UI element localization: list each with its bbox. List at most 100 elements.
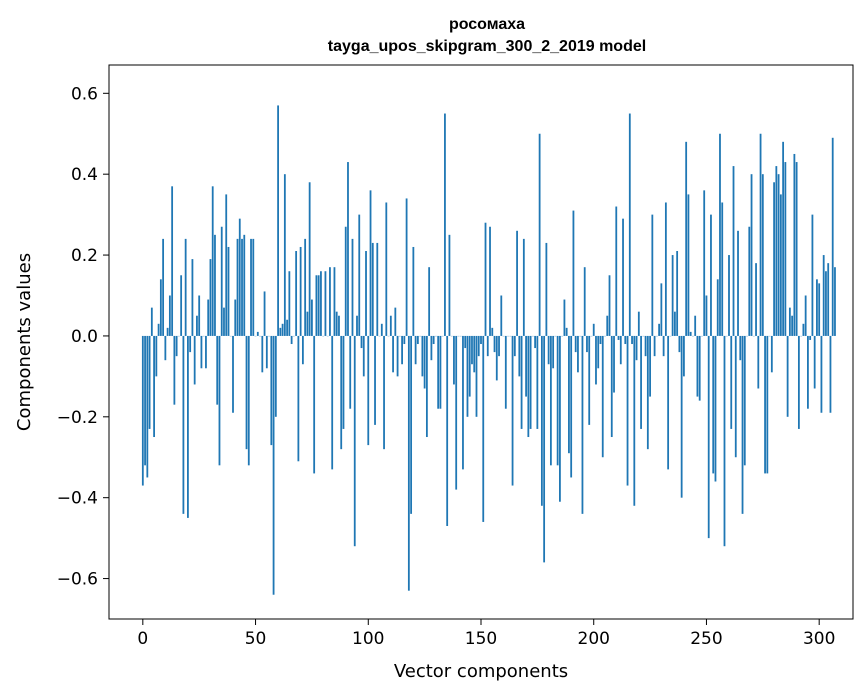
bar bbox=[187, 335, 189, 518]
bar bbox=[157, 323, 160, 336]
bar bbox=[489, 226, 491, 336]
bar bbox=[430, 335, 433, 361]
bar bbox=[743, 335, 746, 466]
bar bbox=[265, 335, 268, 369]
bar bbox=[301, 335, 304, 365]
bar bbox=[834, 267, 836, 336]
bar bbox=[707, 335, 710, 539]
bar bbox=[471, 335, 473, 365]
bar bbox=[739, 335, 742, 361]
bar bbox=[705, 295, 708, 336]
bar bbox=[500, 295, 503, 336]
bar bbox=[288, 271, 291, 336]
bar bbox=[538, 133, 541, 336]
bar bbox=[475, 335, 478, 417]
bar bbox=[371, 242, 374, 336]
bar bbox=[811, 214, 814, 336]
bar bbox=[425, 335, 428, 438]
bar bbox=[340, 335, 343, 450]
bar bbox=[274, 335, 277, 417]
bar bbox=[766, 335, 769, 474]
bar bbox=[615, 206, 618, 336]
bar bbox=[320, 271, 322, 336]
bar bbox=[473, 335, 476, 373]
bar bbox=[606, 315, 609, 336]
bar bbox=[175, 335, 178, 357]
bar bbox=[306, 311, 309, 336]
bar bbox=[351, 238, 354, 336]
bar bbox=[809, 335, 812, 340]
bar bbox=[211, 186, 214, 336]
bar bbox=[827, 263, 830, 336]
bar bbox=[295, 251, 298, 336]
bar bbox=[802, 323, 805, 336]
bar bbox=[622, 218, 624, 336]
bar bbox=[540, 335, 543, 506]
bar bbox=[360, 335, 363, 349]
bar bbox=[486, 335, 489, 357]
bar bbox=[759, 133, 762, 336]
bar bbox=[556, 335, 559, 466]
bars-group bbox=[141, 105, 836, 595]
bar bbox=[741, 335, 744, 514]
bar bbox=[719, 133, 721, 336]
bar bbox=[383, 335, 385, 450]
bar bbox=[437, 335, 440, 409]
bar bbox=[234, 299, 237, 336]
bar bbox=[304, 238, 307, 336]
bar bbox=[315, 275, 318, 336]
bar bbox=[150, 307, 153, 336]
bar bbox=[245, 335, 248, 450]
y-tick-label: 0.4 bbox=[71, 165, 98, 185]
bar bbox=[525, 335, 527, 397]
bar bbox=[182, 335, 185, 514]
bar bbox=[757, 335, 760, 389]
bar bbox=[734, 335, 737, 458]
chart-title: росомаха bbox=[449, 16, 525, 33]
bar bbox=[764, 335, 766, 474]
bar bbox=[633, 335, 636, 506]
bar bbox=[324, 271, 327, 336]
bar bbox=[466, 335, 469, 417]
bar bbox=[572, 210, 575, 336]
bar bbox=[198, 295, 201, 336]
bar bbox=[277, 105, 279, 336]
y-axis-label: Components values bbox=[14, 253, 35, 431]
bar bbox=[565, 327, 568, 336]
bar bbox=[511, 335, 514, 486]
bar bbox=[673, 311, 676, 336]
y-tick-label: 0.0 bbox=[71, 327, 98, 347]
bar bbox=[777, 174, 780, 336]
bar bbox=[444, 113, 446, 336]
bar bbox=[640, 335, 642, 429]
bar bbox=[342, 335, 345, 429]
bar bbox=[730, 335, 733, 429]
bar bbox=[784, 162, 787, 336]
bar bbox=[299, 246, 302, 336]
bar bbox=[779, 194, 782, 336]
y-tick-label: 0.6 bbox=[71, 84, 98, 104]
bar bbox=[335, 311, 338, 336]
x-tick-label: 300 bbox=[803, 629, 835, 649]
bar bbox=[822, 255, 825, 336]
bar bbox=[374, 335, 376, 425]
bar bbox=[286, 319, 289, 336]
bar bbox=[491, 327, 494, 336]
bar bbox=[270, 335, 273, 446]
bar bbox=[522, 238, 525, 336]
bar bbox=[247, 335, 250, 466]
x-tick-label: 0 bbox=[137, 629, 148, 649]
bar bbox=[728, 255, 730, 336]
bar bbox=[732, 166, 735, 336]
bar bbox=[559, 335, 561, 502]
bar bbox=[617, 335, 620, 340]
bar bbox=[563, 299, 566, 336]
bar bbox=[421, 335, 424, 377]
bar bbox=[209, 259, 212, 336]
bar bbox=[227, 246, 230, 336]
bar bbox=[793, 153, 796, 336]
x-tick-label: 200 bbox=[578, 629, 610, 649]
bar bbox=[353, 335, 356, 547]
bar bbox=[317, 275, 320, 336]
